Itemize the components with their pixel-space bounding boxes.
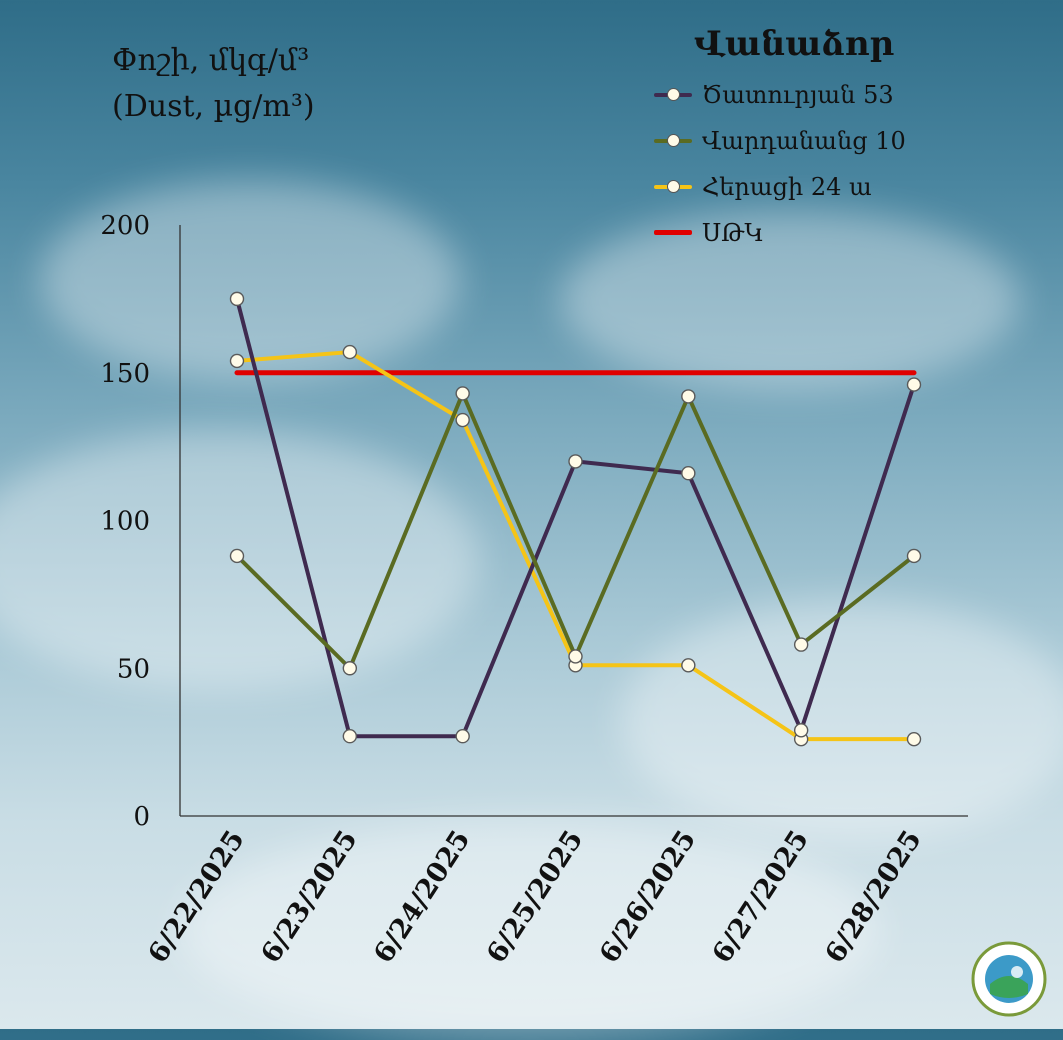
series-1-point	[229, 548, 245, 564]
x-tick-label: 6/25/2025	[481, 825, 589, 969]
x-tick-label: 6/27/2025	[707, 825, 815, 969]
legend-swatch-vardanants	[650, 133, 696, 149]
legend-label-tsaturyan: Ծատուրյան 53	[702, 81, 894, 109]
y-tick-label: 0	[133, 802, 150, 832]
series-2-point	[342, 344, 358, 360]
y-tick-label: 150	[100, 359, 150, 389]
legend-swatch-heratsi	[650, 179, 696, 195]
series-1-point	[568, 649, 583, 664]
y-axis-title-english: (Dust, µg/m³)	[112, 89, 315, 124]
legend-item-limit: ՍԹԿ	[650, 210, 906, 256]
series-0-point	[793, 723, 809, 738]
legend-item-vardanants: Վարդանանց 10	[650, 118, 906, 164]
series-1-point	[793, 637, 809, 652]
x-tick-label: 6/28/2025	[820, 825, 928, 969]
y-axis-title-armenian: Փոշի, մկգ/մ³	[112, 43, 310, 78]
series-0-point	[229, 291, 245, 307]
legend-swatch-tsaturyan	[650, 87, 696, 103]
legend-item-tsaturyan: Ծատուրյան 53	[650, 72, 906, 118]
y-tick-label: 200	[100, 211, 150, 241]
y-axis-title: Փոշի, մկգ/մ³ (Dust, µg/m³)	[112, 38, 315, 130]
series-2-point	[681, 658, 696, 673]
y-tick-label: 50	[117, 654, 150, 684]
legend-label-heratsi: Հերացի 24 ա	[702, 173, 872, 201]
series-line-2	[235, 350, 916, 742]
legend-label-limit: ՍԹԿ	[702, 219, 764, 247]
series-1-point	[906, 548, 922, 564]
legend-swatch-limit	[650, 225, 696, 241]
y-tick-label: 100	[100, 507, 150, 537]
series-1-point	[455, 386, 470, 401]
series-2-point	[229, 353, 245, 369]
x-tick-label: 6/23/2025	[255, 825, 363, 969]
series-1-point	[342, 661, 358, 676]
series-2-point	[455, 412, 470, 428]
x-tick-label: 6/22/2025	[143, 825, 251, 969]
series-0-point	[342, 729, 358, 744]
series-0-point	[455, 729, 470, 744]
series-1-point	[681, 389, 696, 404]
series-0-point	[568, 454, 583, 469]
series-0-point	[681, 466, 696, 481]
series-0-point	[906, 377, 922, 392]
series-line-1	[235, 391, 916, 671]
ministry-logo-icon	[971, 941, 1047, 1017]
series-2-point	[906, 731, 922, 747]
legend-label-vardanants: Վարդանանց 10	[702, 127, 906, 155]
x-tick-label: 6/26/2025	[594, 825, 702, 969]
legend: Վանաձոր Ծատուրյան 53 Վարդանանց 10 Հերացի…	[650, 24, 906, 256]
legend-title: Վանաձոր	[694, 24, 895, 64]
x-tick-label: 6/24/2025	[368, 825, 476, 969]
legend-item-heratsi: Հերացի 24 ա	[650, 164, 906, 210]
